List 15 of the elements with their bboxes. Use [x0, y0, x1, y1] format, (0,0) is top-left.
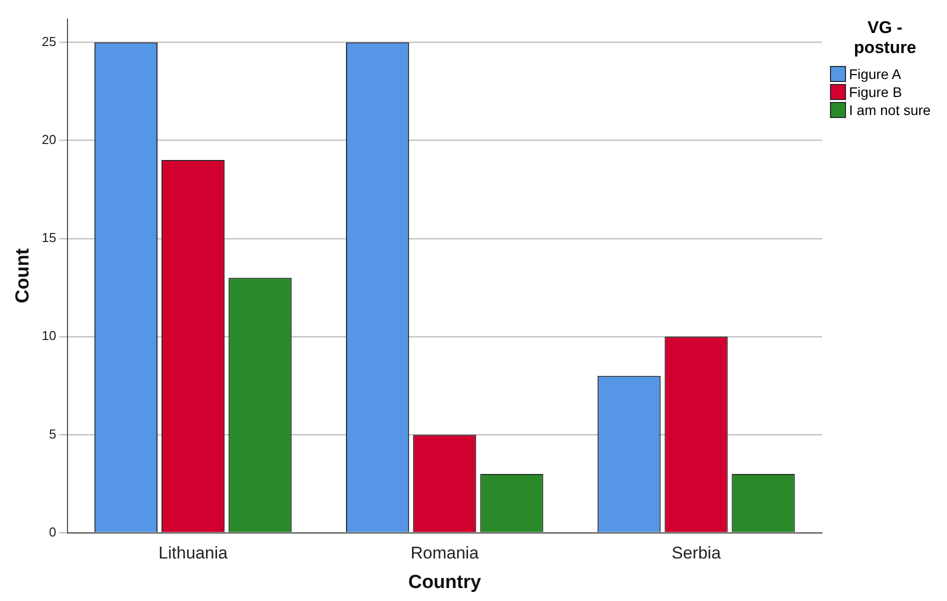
y-tick-label: 20 — [42, 132, 56, 148]
y-tick-label: 0 — [49, 524, 56, 540]
y-tick-label: 5 — [49, 426, 56, 442]
y-axis-title: Count — [12, 248, 34, 304]
y-tick-label: 15 — [42, 230, 56, 246]
x-tick-label: Lithuania — [158, 544, 228, 563]
legend-title: VG - posture — [852, 18, 918, 58]
x-axis-title: Country — [408, 572, 482, 593]
x-tick-label: Serbia — [672, 544, 722, 563]
legend-label: I am not sure — [849, 102, 931, 118]
legend-label: Figure A — [849, 66, 902, 82]
legend-label: Figure B — [849, 84, 902, 100]
x-tick-label: Romania — [410, 544, 480, 563]
y-tick-label: 25 — [42, 34, 56, 49]
y-tick-label: 10 — [42, 328, 56, 344]
